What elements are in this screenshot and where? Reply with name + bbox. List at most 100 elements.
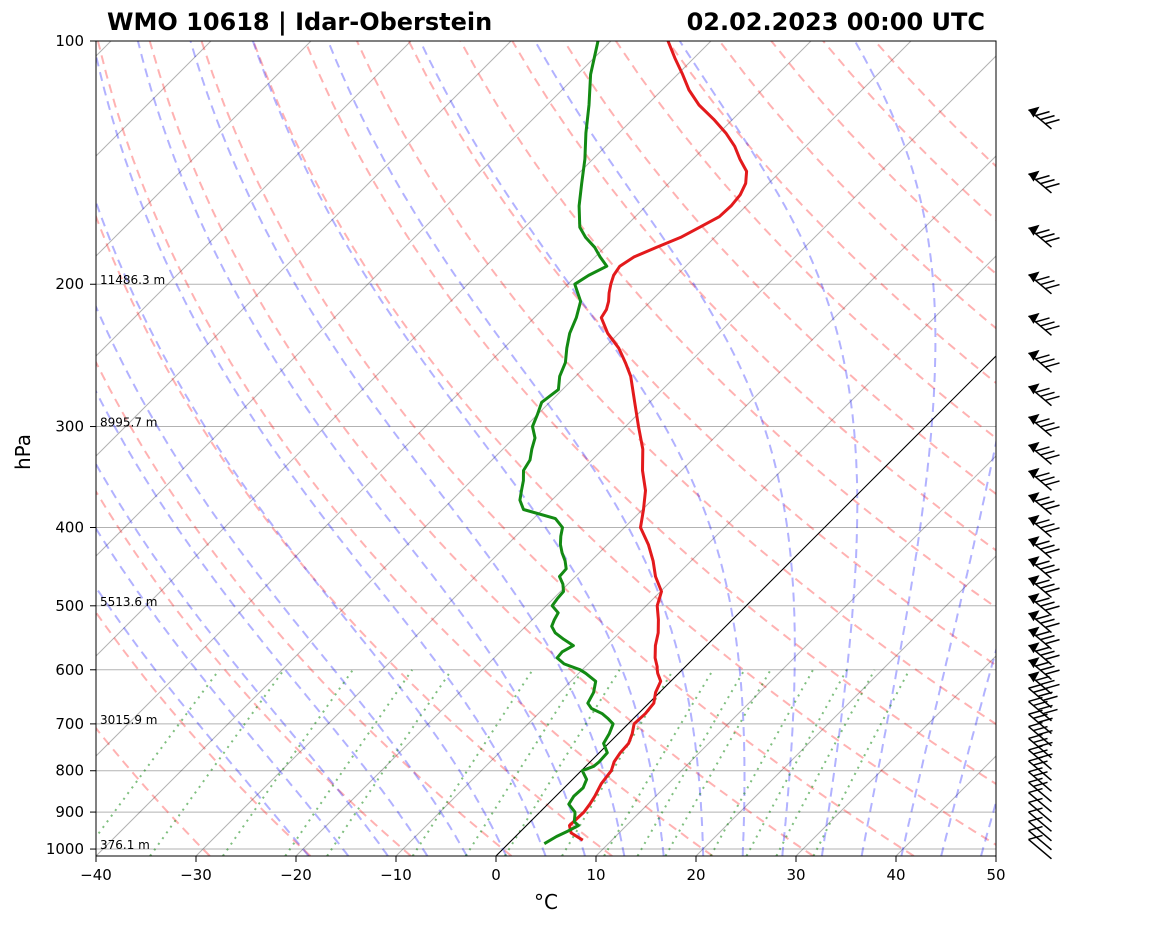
wind-barb-flag (1035, 675, 1050, 682)
wind-barb-flag (1040, 564, 1055, 570)
zero-isotherm-line (495, 355, 996, 856)
wind-barb-flag (1040, 679, 1055, 686)
wind-barb-pennant (1028, 492, 1040, 504)
wind-barb-flag (1040, 279, 1055, 286)
y-axis: 100 200 300 400 500 600 700 800 900 1000 (46, 32, 96, 858)
moist-adiabat-line (251, 41, 665, 856)
wind-barb (1028, 671, 1060, 695)
wind-barb-flag (1040, 601, 1055, 607)
wind-barb-flag (1035, 614, 1050, 620)
isotherm-line (96, 41, 412, 357)
isotherm-line (96, 41, 312, 257)
wind-barb (1028, 777, 1052, 803)
wind-barb-pennant (1028, 657, 1040, 669)
y-axis-label: hPa (11, 434, 35, 470)
wind-barb-shaft (1028, 781, 1052, 803)
wind-barb (1028, 271, 1060, 295)
y-tick-label: 1000 (46, 840, 84, 858)
wind-barb-flag (1033, 760, 1048, 766)
plot-frame (95, 40, 997, 857)
wind-barb-flag (1035, 387, 1050, 394)
isotherm-line (96, 41, 912, 856)
y-tick-label: 300 (55, 418, 84, 436)
wind-barb (1028, 514, 1060, 538)
moist-adiabat-line (96, 462, 389, 856)
wind-barb-shaft (1028, 791, 1052, 813)
mixing-ratio-line (464, 669, 584, 856)
wind-barb-pennant (1028, 593, 1040, 605)
x-tick-label: 30 (786, 866, 805, 884)
moist-adiabat-line (96, 50, 547, 856)
mixing-ratio-line (775, 669, 876, 856)
wind-barb-flag (1040, 476, 1055, 482)
wind-barb (1028, 642, 1060, 666)
wind-barb-pennant (1028, 642, 1040, 654)
wind-barb-flag (1045, 454, 1060, 460)
mixing-ratio-line (504, 669, 621, 856)
wind-barb-flag (1033, 771, 1048, 777)
mixing-ratio-line (222, 669, 354, 856)
wind-barb-flag (1040, 114, 1055, 121)
moist-adiabat-line (96, 389, 429, 856)
wind-barb (1028, 797, 1052, 823)
mixing-ratio-line (96, 669, 221, 839)
wind-barb (1028, 224, 1060, 248)
wind-barb (1028, 467, 1060, 491)
wind-barb-pennant (1028, 106, 1040, 118)
wind-barb-flag (1035, 354, 1050, 360)
mixing-ratio-line (745, 669, 848, 856)
wind-barb-shaft (1028, 687, 1052, 709)
wind-barb-flag (1045, 182, 1060, 189)
isotherm-line (295, 155, 996, 856)
wind-barb-pennant (1028, 556, 1040, 568)
moist-adiabat-line (96, 199, 508, 856)
wind-barb-flag (1028, 816, 1043, 823)
wind-barb-pennant (1028, 383, 1040, 395)
wind-barb (1028, 787, 1052, 813)
y-tick-label: 700 (55, 715, 84, 733)
x-axis: −40 −30 −20 −10 0 10 20 30 40 50 (80, 856, 1006, 884)
x-tick-label: 10 (586, 866, 605, 884)
dewpoint-profile (518, 41, 615, 845)
wind-barb-flag (1028, 825, 1043, 832)
chart-title-time: 02.02.2023 00:00 UTC (687, 8, 985, 36)
wind-barb-flag (1038, 729, 1053, 736)
x-axis-label: °C (534, 890, 558, 914)
wind-barb-pennant (1028, 312, 1040, 324)
x-tick-label: −20 (280, 866, 312, 884)
wind-barb-flag (1045, 587, 1060, 593)
wind-barbs (1028, 106, 1060, 860)
wind-barb-flag (1035, 661, 1050, 667)
wind-barb-flag (1045, 605, 1060, 611)
height-label: 11486.3 m (100, 273, 165, 287)
height-label: 8995.7 m (100, 416, 158, 430)
height-label: 5513.6 m (100, 595, 158, 609)
wind-barb-flag (1040, 422, 1055, 428)
isotherm-line (96, 41, 712, 657)
y-tick-label: 500 (55, 597, 84, 615)
isotherm-line (96, 41, 612, 557)
dry-adiabat-line (252, 41, 996, 846)
wind-barb (1028, 807, 1052, 832)
wind-barb-pennant (1028, 413, 1040, 425)
dry-adiabat-line (304, 41, 996, 786)
wind-barb-pennant (1028, 467, 1040, 479)
wind-barb-flag (1045, 362, 1060, 368)
wind-barb (1028, 312, 1060, 336)
mixing-ratio-line (636, 669, 746, 856)
moist-adiabat-line (96, 585, 310, 856)
wind-barb-flag (1040, 650, 1055, 656)
isotherm-line (995, 855, 996, 856)
wind-barb-flag (1028, 807, 1043, 813)
wind-barb-flag (1045, 669, 1060, 675)
wind-barb-flag (1035, 275, 1050, 282)
dry-adiabat-line (96, 726, 211, 856)
isotherm-line (795, 655, 996, 856)
x-tick-label: −40 (80, 866, 112, 884)
dry-adiabat-line (200, 41, 915, 856)
moist-adiabat-line (534, 41, 796, 856)
mixing-ratio-line (603, 669, 714, 856)
wind-barb-flag (1028, 777, 1043, 784)
height-label: 376.1 m (100, 838, 150, 852)
